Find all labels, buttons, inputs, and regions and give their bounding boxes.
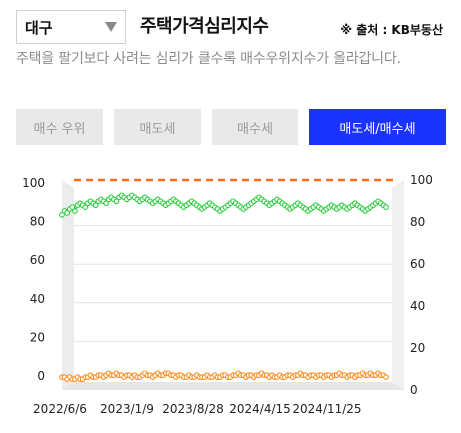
region-select-value: 대구 [25,18,53,37]
series-point-sell [103,200,109,207]
y-right-tick-label: 0 [410,383,418,397]
chevron-down-icon [105,22,117,32]
y-left-tick-label: 100 [22,176,45,190]
series-point-sell [383,204,389,210]
buy-advantage-button[interactable]: 매수 우위 [16,109,103,145]
x-tick-label: 2023/8/28 [162,402,224,416]
y-left-tick-label: 80 [30,215,45,229]
chart-floor [62,382,404,390]
y-right-tick-label: 40 [410,299,425,313]
y-right-tick-label: 80 [410,215,425,229]
series-point-sell [82,204,89,210]
y-left-tick-label: 0 [37,369,45,383]
y-right-tick-label: 20 [410,341,425,355]
buying-trend-button[interactable]: 매수세 [212,109,298,145]
selling-trend-button[interactable]: 매도세 [114,109,201,145]
y-left-tick-label: 60 [30,253,45,267]
x-tick-label: 2022/6/6 [33,402,87,416]
series-point-sell [59,211,65,218]
series-point-sell [64,210,71,216]
chart-left-wall [62,180,74,390]
description-text: 주택을 팔기보다 사려는 심리가 클수록 매수우위지수가 올라갑니다. [16,51,401,67]
y-right-tick-label: 60 [410,257,425,271]
source-note: ※ 출처 : KB부동산 [340,23,443,37]
chart-svg: 100 80 60 40 20 0 100 80 60 40 20 0 2022/6/6 2023/1/9… [22,173,433,416]
series-point-sell [113,198,120,205]
x-tick-label: 2024/11/25 [292,402,361,416]
series-point-buy [383,374,389,380]
chart-right-wall [392,180,404,390]
chart-plot-area [74,188,392,382]
region-select[interactable]: 대구 [16,10,126,44]
view-toggle-group: 매수 우위 매도세 매수세 매도세/매수세 [16,109,446,145]
y-left-tick-label: 20 [30,330,45,344]
y-right-tick-label: 100 [410,173,433,187]
sell-buy-trend-button[interactable]: 매도세/매수세 [309,109,446,145]
sentiment-chart: 100 80 60 40 20 0 100 80 60 40 20 0 2022/6/6 2023/1/9… [0,160,461,433]
series-point-sell [69,204,76,210]
series-point-sell [72,208,78,214]
series-point-sell [92,202,99,209]
page-title: 주택가격심리지수 [140,16,269,37]
x-tick-label: 2023/1/9 [100,402,154,416]
y-left-tick-label: 40 [30,292,45,306]
x-tick-label: 2024/4/15 [229,402,291,416]
